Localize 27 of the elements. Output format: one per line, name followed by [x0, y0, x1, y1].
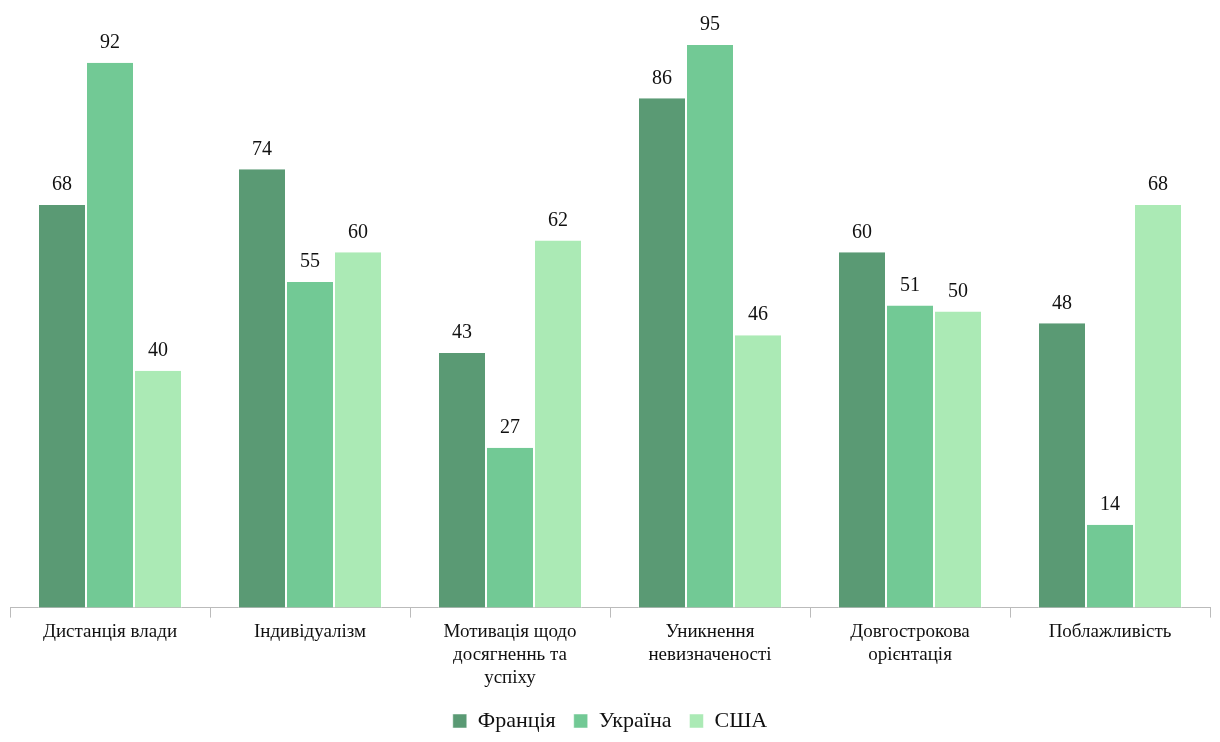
data-label: 60: [852, 219, 872, 242]
data-label: 92: [100, 30, 120, 53]
x-tick-label: Уникнення невизначеності: [648, 619, 772, 664]
legend-label: Україна: [598, 706, 672, 732]
data-label: 60: [348, 219, 368, 242]
x-tick-label: Поблажливість: [1048, 619, 1172, 641]
x-tick-label: Індивідуалізм: [253, 619, 367, 641]
data-label: 50: [948, 278, 968, 301]
legend-label: США: [714, 706, 768, 732]
data-label: 27: [500, 414, 520, 437]
legend-label: Франція: [477, 706, 556, 732]
data-label: 43: [452, 320, 472, 343]
data-label: 68: [52, 172, 72, 195]
data-label: 40: [148, 337, 168, 360]
x-tick-label: Мотивація щодо досягненнь та успіху: [443, 619, 577, 687]
data-label: 14: [1100, 491, 1120, 514]
data-label: 55: [300, 249, 320, 272]
x-tick-label: Довгострокова орієнтація: [850, 619, 971, 664]
data-label: 46: [748, 302, 768, 325]
data-label: 74: [252, 136, 272, 159]
x-tick-label: Дистанція влади: [42, 619, 178, 641]
data-label: 62: [548, 207, 568, 230]
data-label: 95: [700, 12, 720, 35]
data-label: 86: [652, 65, 672, 88]
data-label: 48: [1052, 290, 1072, 313]
data-label: 68: [1148, 172, 1168, 195]
data-label: 51: [900, 272, 920, 295]
